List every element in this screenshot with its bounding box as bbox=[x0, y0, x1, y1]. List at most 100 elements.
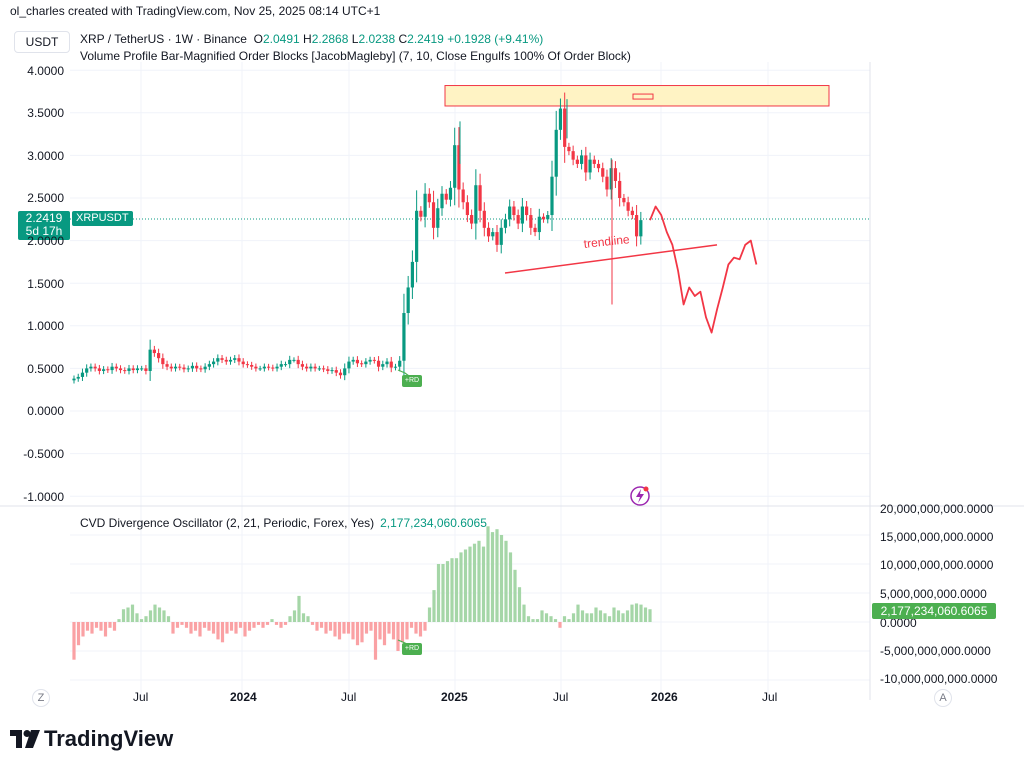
candle bbox=[398, 360, 402, 367]
high-value: 2.2868 bbox=[311, 32, 349, 46]
cvd-y-tick: 0.0000 bbox=[880, 616, 917, 630]
candle bbox=[431, 202, 436, 228]
candle bbox=[321, 368, 326, 370]
cvd-bar bbox=[396, 622, 400, 651]
cvd-bar bbox=[585, 613, 589, 622]
cvd-last-value-label: 2,177,234,060.6065 bbox=[872, 603, 996, 619]
candle bbox=[516, 215, 520, 224]
candle bbox=[596, 163, 601, 169]
candle bbox=[186, 368, 190, 370]
y-tick: 1.0000 bbox=[27, 319, 64, 333]
last-price-label: 2.2419 5d 17h bbox=[18, 211, 70, 240]
alert-icon[interactable] bbox=[630, 486, 650, 506]
candle bbox=[634, 215, 639, 237]
candle bbox=[512, 206, 516, 216]
candle bbox=[266, 366, 271, 368]
cvd-bar bbox=[378, 622, 382, 640]
indicator-order-blocks-label[interactable]: Volume Profile Bar-Magnified Order Block… bbox=[80, 49, 631, 63]
cvd-bar bbox=[616, 610, 621, 622]
cvd-bar bbox=[342, 622, 346, 634]
cvd-bar bbox=[247, 622, 252, 631]
candle bbox=[410, 261, 414, 288]
cvd-bar bbox=[400, 622, 405, 643]
candle bbox=[326, 369, 330, 371]
y-tick: 0.0000 bbox=[27, 404, 64, 418]
candle bbox=[520, 206, 524, 224]
candle bbox=[89, 366, 93, 369]
cvd-bar bbox=[508, 552, 513, 622]
candle bbox=[525, 206, 529, 216]
close-value: 2.2419 bbox=[407, 32, 444, 46]
candle bbox=[503, 219, 508, 228]
cvd-bar bbox=[261, 622, 265, 628]
cvd-y-tick: 20,000,000,000.0000 bbox=[880, 502, 994, 516]
candle bbox=[224, 359, 228, 362]
cvd-bar bbox=[477, 540, 481, 622]
candle bbox=[123, 370, 127, 372]
cvd-y-tick: 5,000,000,000.0000 bbox=[880, 587, 987, 601]
symbol-box[interactable]: USDT bbox=[14, 31, 70, 53]
candle bbox=[499, 227, 503, 245]
candle bbox=[423, 193, 427, 217]
cvd-bar bbox=[265, 622, 270, 625]
y-tick: 4.0000 bbox=[27, 64, 64, 78]
candle bbox=[102, 369, 106, 371]
cvd-bar bbox=[621, 613, 625, 622]
cvd-bar bbox=[297, 595, 301, 622]
cvd-bar bbox=[513, 569, 517, 622]
cvd-bar bbox=[531, 619, 535, 622]
cvd-bar bbox=[630, 604, 634, 622]
cvd-bar bbox=[567, 619, 571, 622]
cvd-bar bbox=[166, 616, 171, 622]
cvd-bar bbox=[603, 613, 607, 622]
candle bbox=[211, 361, 216, 365]
cvd-bar bbox=[643, 607, 648, 622]
candle bbox=[140, 368, 144, 370]
cvd-bar bbox=[499, 535, 504, 622]
candle bbox=[389, 361, 393, 368]
cvd-bar bbox=[193, 622, 198, 631]
candle bbox=[393, 366, 398, 368]
candle bbox=[622, 198, 626, 203]
projection-path bbox=[649, 205, 758, 334]
auto-scale-button[interactable]: A bbox=[934, 689, 952, 707]
cvd-bar bbox=[549, 616, 553, 622]
candle bbox=[453, 145, 457, 188]
cvd-bar bbox=[337, 622, 342, 640]
y-tick: 3.0000 bbox=[27, 149, 64, 163]
cvd-bar bbox=[180, 622, 184, 625]
candle bbox=[567, 146, 571, 152]
cvd-bars bbox=[72, 526, 652, 660]
cvd-bar bbox=[445, 561, 450, 622]
cvd-bar bbox=[504, 540, 508, 622]
x-tick: 2026 bbox=[651, 690, 678, 704]
cvd-bar bbox=[234, 622, 238, 634]
cvd-bar bbox=[85, 622, 90, 631]
y-tick: 1.5000 bbox=[27, 277, 64, 291]
cvd-bar bbox=[382, 622, 387, 646]
cvd-bar bbox=[328, 622, 333, 631]
cvd-bar bbox=[571, 613, 576, 622]
candle bbox=[271, 367, 275, 369]
candle bbox=[592, 159, 596, 164]
candle bbox=[283, 364, 288, 366]
x-tick: Jul bbox=[133, 690, 149, 704]
cvd-bar bbox=[162, 610, 166, 622]
candle bbox=[317, 368, 321, 370]
x-tick: Jul bbox=[762, 690, 778, 704]
indicator-cvd-label[interactable]: CVD Divergence Oscillator (2, 21, Period… bbox=[80, 516, 487, 530]
credit-header: ol_charles created with TradingView.com,… bbox=[10, 4, 381, 18]
cvd-bar bbox=[135, 613, 139, 622]
candle bbox=[93, 366, 97, 369]
cvd-bar bbox=[472, 543, 477, 622]
candle bbox=[330, 370, 334, 372]
zoom-button[interactable]: Z bbox=[32, 689, 50, 707]
candle bbox=[618, 180, 622, 198]
cvd-bar bbox=[157, 607, 162, 622]
candle bbox=[178, 366, 182, 368]
candle bbox=[279, 364, 283, 367]
y-tick: -0.5000 bbox=[23, 447, 64, 461]
cvd-bar bbox=[198, 622, 202, 637]
candle bbox=[110, 366, 114, 371]
